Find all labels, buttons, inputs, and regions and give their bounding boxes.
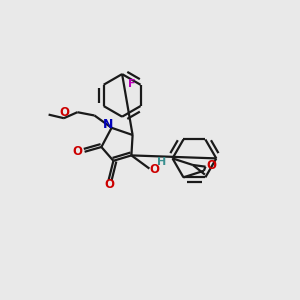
Text: O: O bbox=[104, 178, 114, 191]
Text: O: O bbox=[149, 163, 159, 176]
Text: O: O bbox=[72, 145, 82, 158]
Text: O: O bbox=[207, 159, 217, 172]
Text: N: N bbox=[103, 118, 113, 131]
Text: F: F bbox=[128, 79, 135, 89]
Text: H: H bbox=[157, 157, 166, 167]
Text: O: O bbox=[60, 106, 70, 119]
